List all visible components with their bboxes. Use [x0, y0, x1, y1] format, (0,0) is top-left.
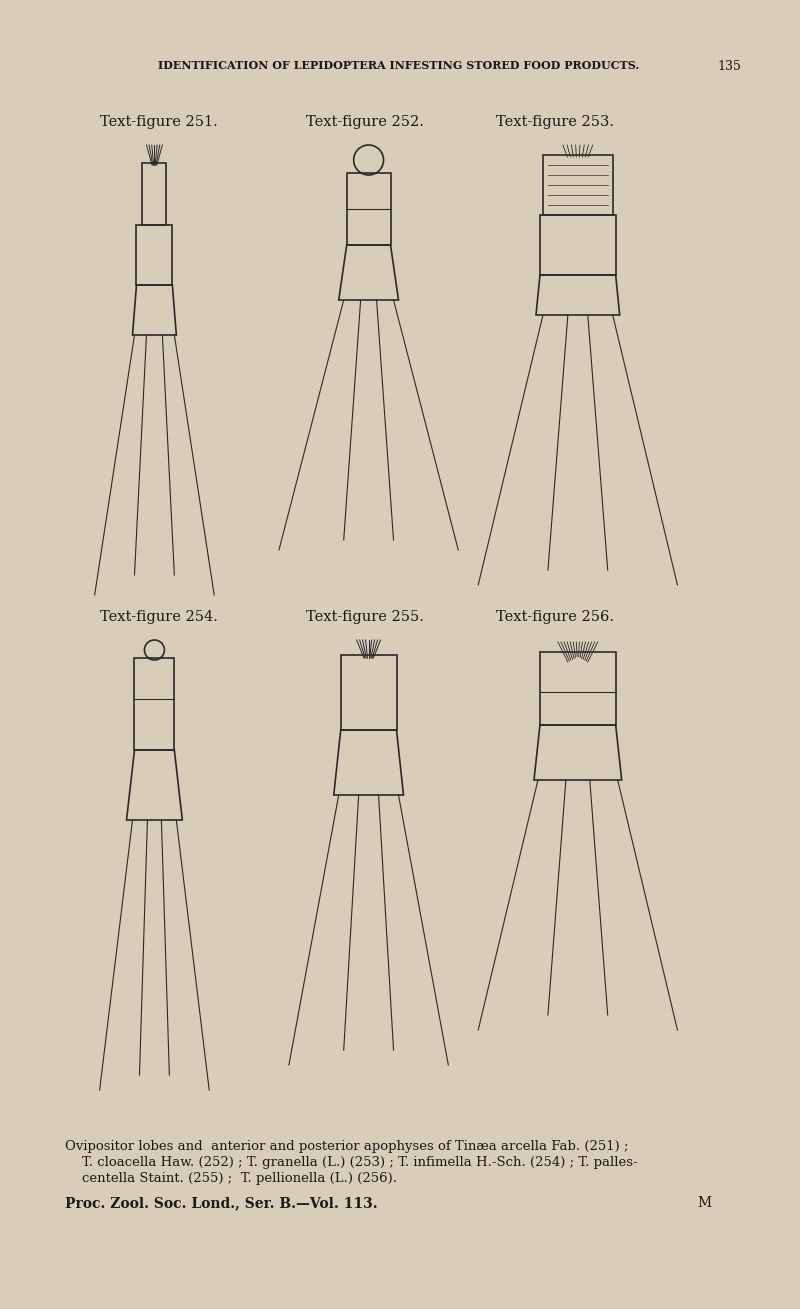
Text: M: M: [698, 1196, 711, 1210]
Text: 135: 135: [718, 60, 741, 73]
Text: Text-figure 253.: Text-figure 253.: [496, 115, 614, 130]
Text: Text-figure 252.: Text-figure 252.: [306, 115, 424, 130]
Text: Text-figure 256.: Text-figure 256.: [496, 610, 614, 624]
Text: Proc. Zool. Soc. Lond., Ser. B.—Vol. 113.: Proc. Zool. Soc. Lond., Ser. B.—Vol. 113…: [65, 1196, 378, 1210]
Text: centella Staint. (255) ;  T. pellionella (L.) (256).: centella Staint. (255) ; T. pellionella …: [65, 1172, 397, 1185]
Text: Ovipositor lobes and  anterior and posterior apophyses of Tinæa arcella Fab. (25: Ovipositor lobes and anterior and poster…: [65, 1140, 628, 1153]
Text: Text-figure 254.: Text-figure 254.: [100, 610, 218, 624]
Text: Text-figure 251.: Text-figure 251.: [100, 115, 218, 130]
Text: IDENTIFICATION OF LEPIDOPTERA INFESTING STORED FOOD PRODUCTS.: IDENTIFICATION OF LEPIDOPTERA INFESTING …: [158, 60, 639, 71]
Text: T. cloacella Haw. (252) ; T. granella (L.) (253) ; T. infimella H.-Sch. (254) ; : T. cloacella Haw. (252) ; T. granella (L…: [65, 1156, 638, 1169]
Text: Text-figure 255.: Text-figure 255.: [306, 610, 424, 624]
